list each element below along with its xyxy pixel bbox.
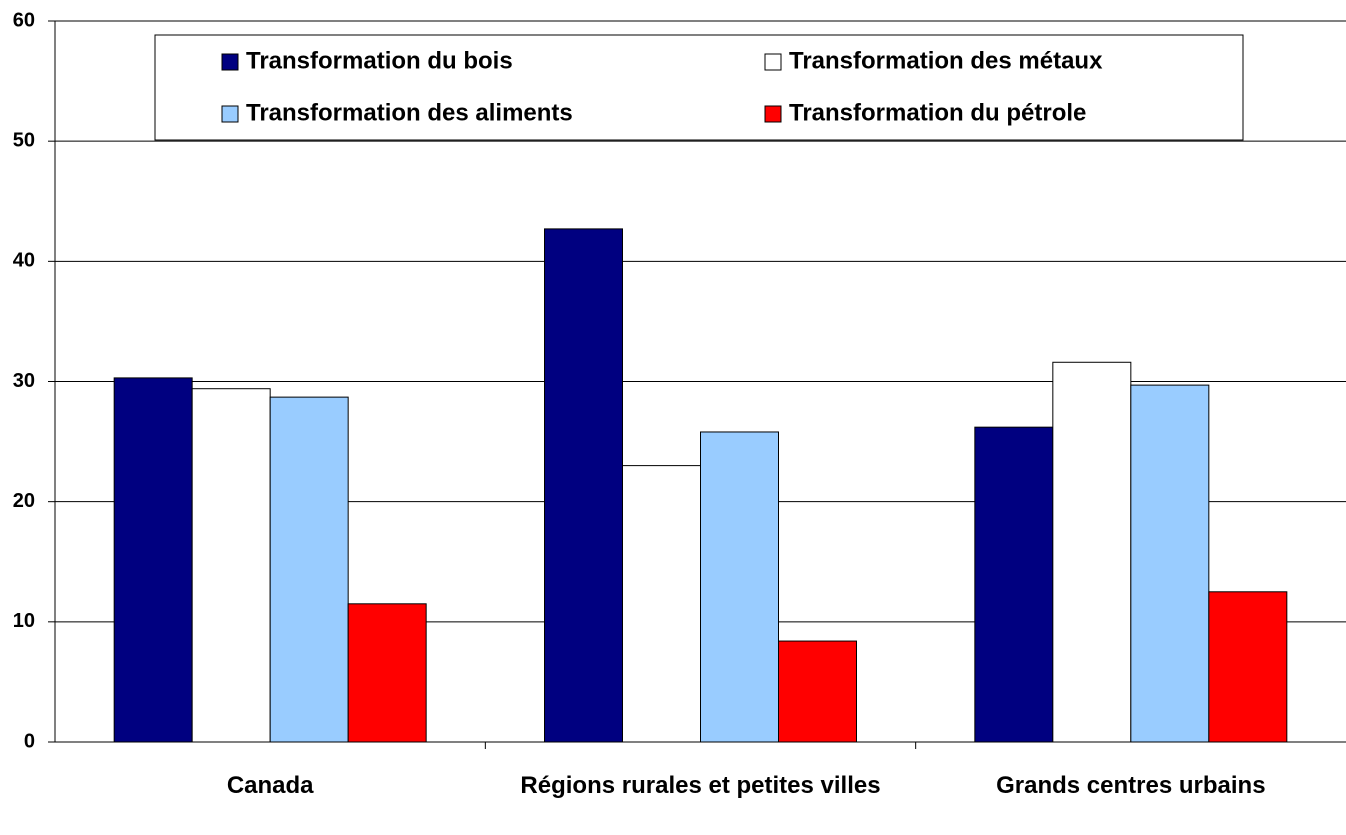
y-tick-label: 60 — [13, 9, 35, 31]
legend-swatch — [221, 105, 239, 123]
legend-label: Transformation des métaux — [789, 47, 1103, 74]
x-tick-label: Régions rurales et petites villes — [520, 772, 880, 799]
y-tick-label: 10 — [13, 610, 35, 632]
bar — [191, 388, 271, 743]
legend-swatch — [221, 53, 239, 71]
x-tick-label-line: Grands centres urbains — [996, 772, 1265, 799]
legend-swatch — [764, 105, 782, 123]
legend-box — [154, 34, 1244, 141]
y-tick-label: 50 — [13, 129, 35, 151]
y-tick-label: 40 — [13, 250, 35, 272]
x-tick-label-line: Régions rurales et petites villes — [520, 772, 880, 799]
legend-label: Transformation du pétrole — [789, 99, 1086, 126]
bar — [622, 465, 701, 743]
bar — [347, 603, 427, 743]
x-tick-label: Grands centres urbains — [996, 772, 1265, 799]
y-tick-label: 0 — [24, 730, 35, 752]
legend-label: Transformation du bois — [246, 47, 513, 74]
bar — [700, 431, 779, 743]
bar — [778, 640, 857, 743]
bar — [974, 426, 1054, 743]
legend-label: Transformation des aliments — [246, 99, 573, 126]
bar — [113, 377, 193, 743]
legend-swatch — [764, 53, 782, 71]
bar — [1208, 591, 1288, 743]
y-tick-label: 30 — [13, 370, 35, 392]
x-tick-label: Canada — [227, 772, 314, 799]
x-tick-label-line: Canada — [227, 772, 314, 799]
y-tick-label: 20 — [13, 490, 35, 512]
bar — [1052, 361, 1132, 743]
bar — [1130, 384, 1210, 743]
bar — [269, 396, 349, 743]
bar — [544, 228, 623, 743]
